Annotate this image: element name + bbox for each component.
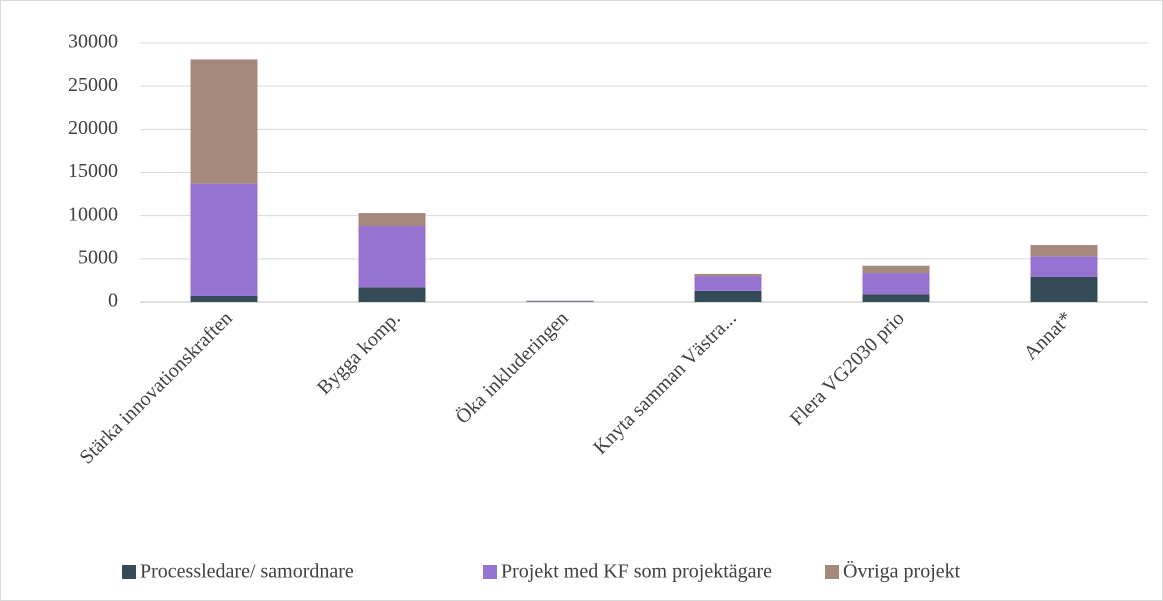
y-tick-label: 25000 bbox=[68, 74, 118, 96]
legend-swatch bbox=[825, 565, 839, 579]
bar-segment bbox=[1030, 245, 1098, 257]
y-tick-label: 15000 bbox=[68, 160, 118, 182]
bar-segment bbox=[1030, 276, 1098, 302]
bar-segment bbox=[862, 265, 930, 274]
legend-label: Övriga projekt bbox=[843, 560, 961, 583]
bar-segment bbox=[358, 226, 426, 288]
bar-segment bbox=[694, 276, 762, 291]
legend-label: Processledare/ samordnare bbox=[140, 561, 354, 583]
bar-segment bbox=[862, 273, 930, 295]
bar-segment bbox=[862, 294, 930, 302]
y-tick-label: 20000 bbox=[68, 117, 118, 139]
bar-segment bbox=[358, 287, 426, 302]
y-tick-label: 0 bbox=[108, 290, 118, 312]
y-tick-label: 10000 bbox=[68, 203, 118, 225]
y-tick-label: 5000 bbox=[78, 246, 118, 268]
bar-segment bbox=[694, 290, 762, 302]
legend-swatch bbox=[122, 565, 136, 579]
bar-segment bbox=[694, 273, 762, 277]
legend-swatch bbox=[483, 565, 497, 579]
legend-label: Projekt med KF som projektägare bbox=[501, 561, 772, 583]
bar-segment bbox=[190, 183, 258, 296]
bar-segment bbox=[190, 59, 258, 184]
bar-segment bbox=[190, 295, 258, 302]
bar-segment bbox=[358, 213, 426, 227]
y-tick-label: 30000 bbox=[68, 31, 118, 53]
bar-segment bbox=[1030, 256, 1098, 277]
